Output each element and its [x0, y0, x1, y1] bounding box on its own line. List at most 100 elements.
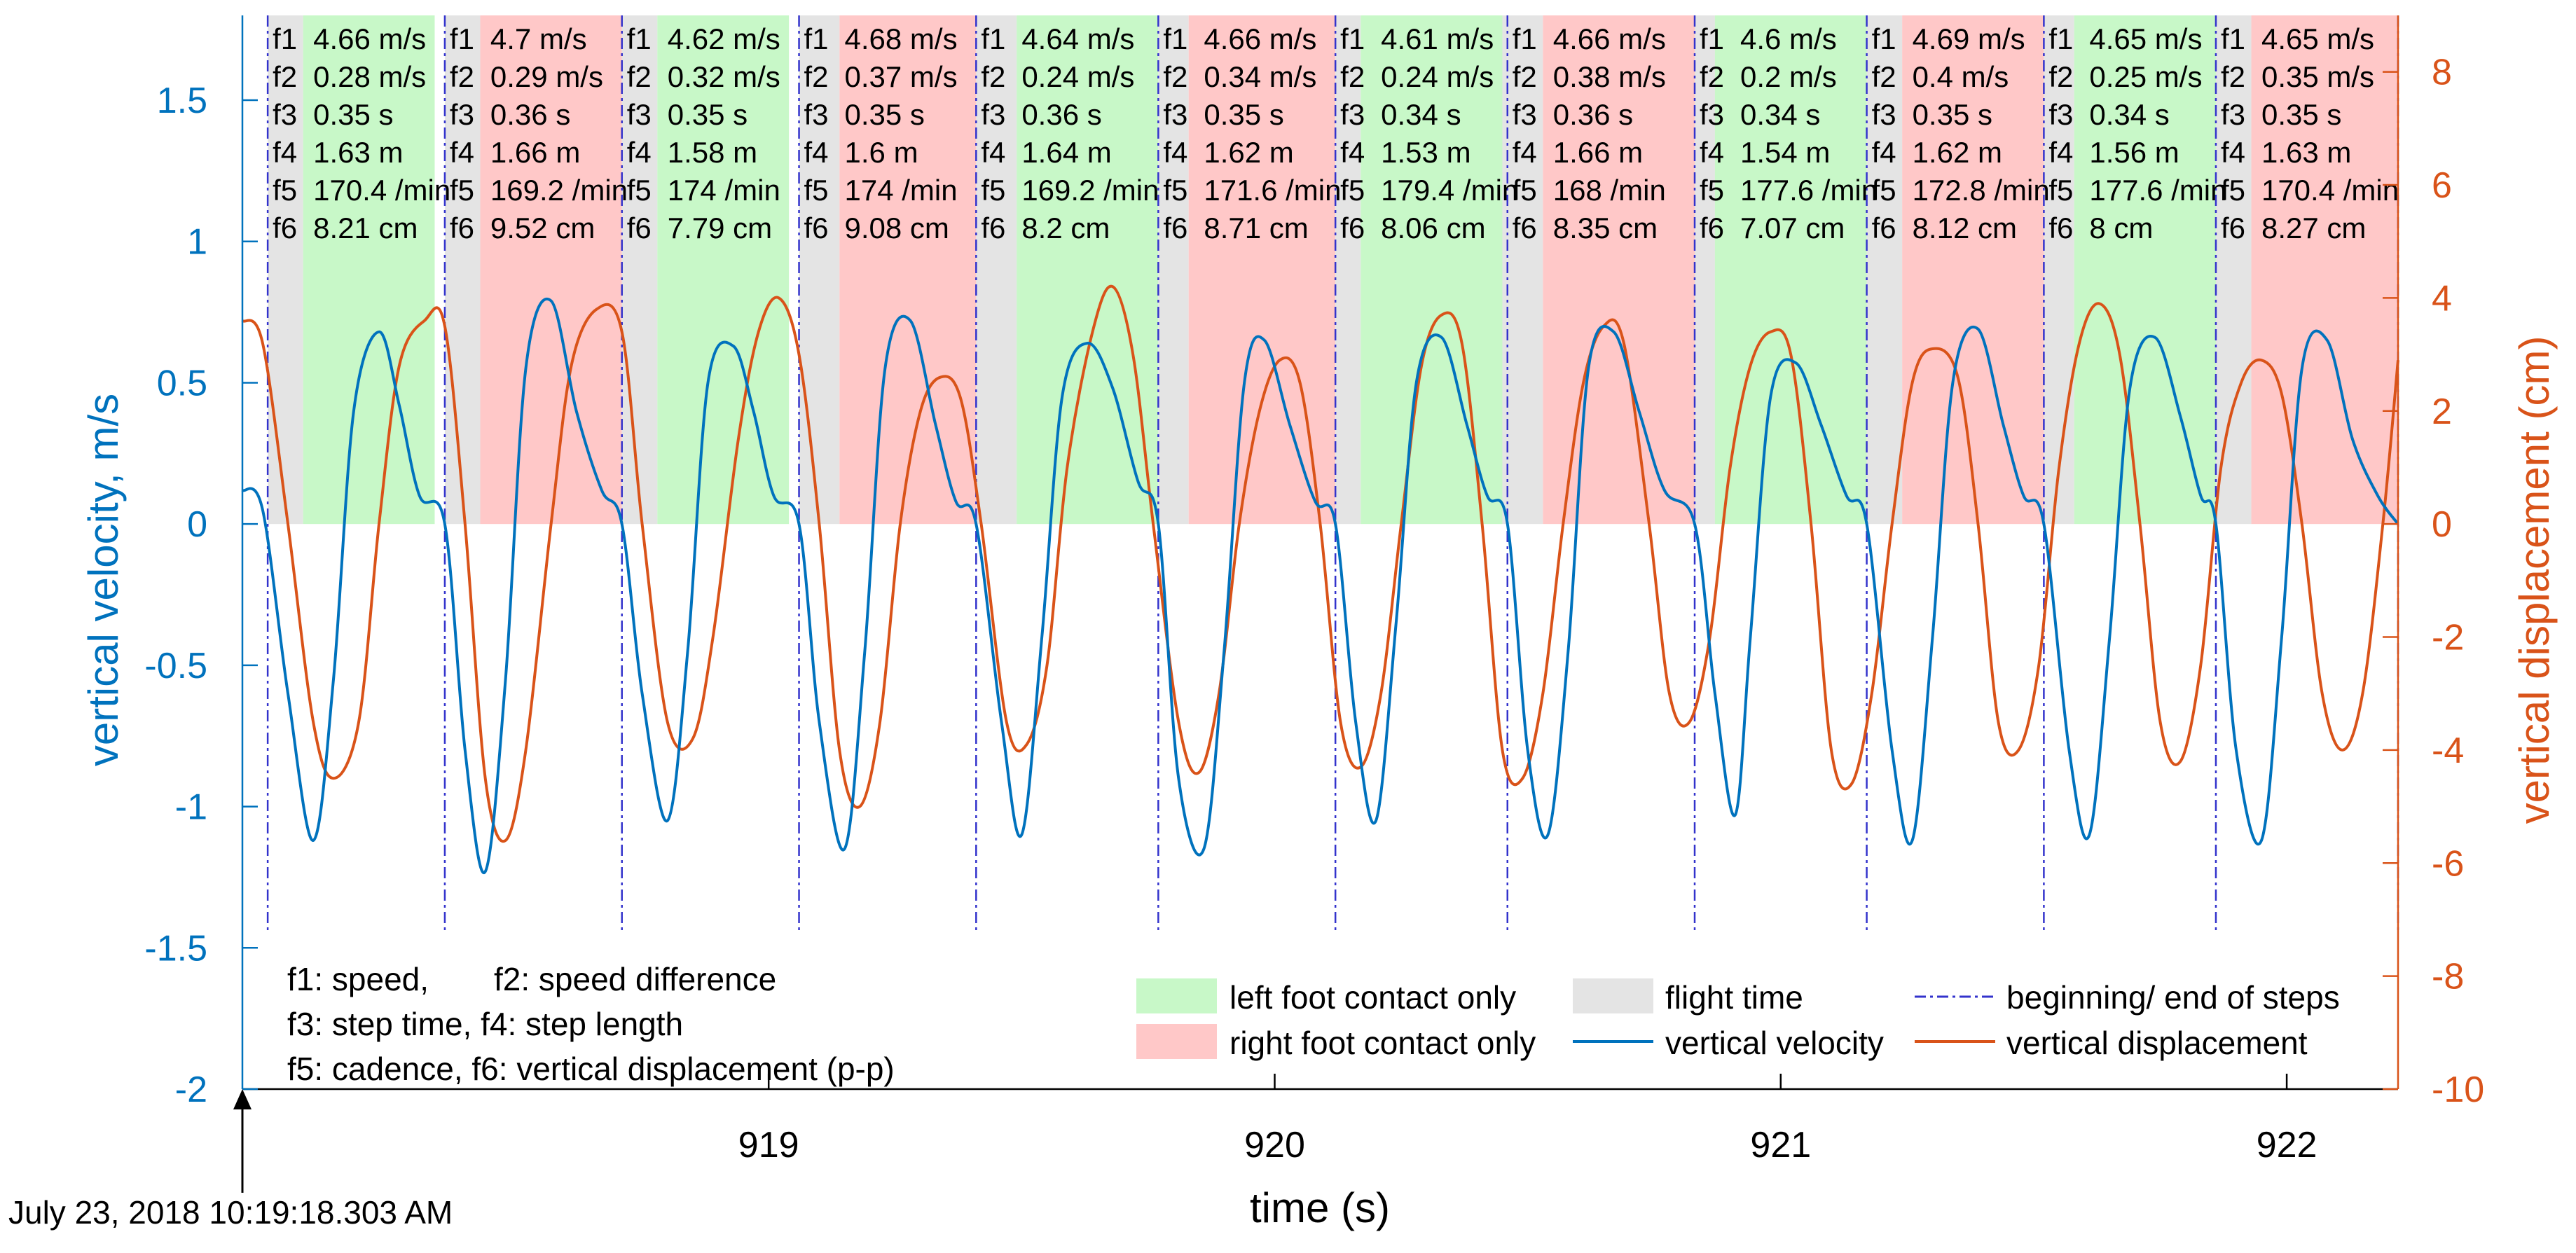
phase-band-right-7 — [839, 15, 977, 525]
phase-band-left-1 — [303, 15, 435, 525]
step-3-label-f1: f1 — [627, 22, 652, 55]
step-4-value-f4: 1.6 m — [845, 136, 918, 169]
phase-band-flight-14 — [1502, 15, 1543, 525]
step-12-label-f3: f3 — [2221, 98, 2245, 131]
legend-swatch-flight — [1573, 978, 1653, 1013]
step-8-label-f6: f6 — [1513, 212, 1537, 244]
step-12-label-f6: f6 — [2221, 212, 2245, 244]
step-7-value-f1: 4.61 m/s — [1381, 22, 1494, 55]
step-10-value-f1: 4.69 m/s — [1913, 22, 2025, 55]
step-7-value-f5: 179.4 /min — [1381, 174, 1518, 207]
y-right-tick-label-5: 0 — [2432, 504, 2452, 545]
note-line-2: f3: step time, f4: step length — [287, 1006, 683, 1042]
step-1-value-f6: 8.21 cm — [313, 212, 418, 244]
y-right-tick-label-2: -6 — [2432, 843, 2464, 884]
phase-band-left-9 — [1017, 15, 1159, 525]
step-1-value-f5: 170.4 /min — [313, 174, 450, 207]
x-tick-label-2: 921 — [1750, 1125, 1811, 1165]
step-1-label-f1: f1 — [273, 22, 297, 55]
step-9-label-f5: f5 — [1700, 174, 1724, 207]
phase-band-flight-18 — [1866, 15, 1903, 525]
step-12-label-f5: f5 — [2221, 174, 2245, 207]
y-left-tick-label-4: 0 — [187, 504, 207, 545]
step-2-value-f6: 9.52 cm — [490, 212, 595, 244]
legend-swatch-right-contact — [1136, 1024, 1217, 1059]
legend-label-velocity: vertical velocity — [1665, 1025, 1884, 1061]
step-7-value-f2: 0.24 m/s — [1381, 60, 1494, 93]
step-1-label-f6: f6 — [273, 212, 297, 244]
step-8-label-f4: f4 — [1513, 136, 1537, 169]
step-1-label-f4: f4 — [273, 136, 297, 169]
y-axis-title-right: vertical displacement (cm) — [2511, 336, 2558, 824]
step-10-value-f2: 0.4 m/s — [1913, 60, 2009, 93]
step-8-label-f5: f5 — [1513, 174, 1537, 207]
step-12-value-f2: 0.35 m/s — [2261, 60, 2374, 93]
phase-band-flight-6 — [799, 15, 840, 525]
step-6-value-f2: 0.34 m/s — [1204, 60, 1316, 93]
x-tick-label-1: 920 — [1244, 1125, 1305, 1165]
note-line-1a: f1: speed, — [287, 961, 429, 997]
step-11-label-f4: f4 — [2048, 136, 2073, 169]
step-7-value-f3: 0.34 s — [1381, 98, 1461, 131]
y-left-tick-label-5: 0.5 — [157, 363, 207, 403]
step-5-label-f2: f2 — [981, 60, 1005, 93]
note-line-3: f5: cadence, f6: vertical displacement (… — [287, 1051, 895, 1087]
step-12-value-f6: 8.27 cm — [2261, 212, 2366, 244]
y-right-tick-label-0: -10 — [2432, 1069, 2484, 1110]
y-left-tick-label-2: -1 — [175, 787, 207, 828]
step-5-value-f1: 4.64 m/s — [1021, 22, 1134, 55]
step-10-value-f3: 0.35 s — [1913, 98, 1992, 131]
step-4-label-f1: f1 — [804, 22, 829, 55]
step-1-label-f2: f2 — [273, 60, 297, 93]
step-2-label-f4: f4 — [450, 136, 474, 169]
step-8-value-f6: 8.35 cm — [1553, 212, 1658, 244]
step-4-label-f4: f4 — [804, 136, 829, 169]
legend-label-flight: flight time — [1665, 979, 1803, 1016]
start-time-arrow-icon — [233, 1089, 252, 1109]
step-1-value-f4: 1.63 m — [313, 136, 403, 169]
y-right-tick-label-6: 2 — [2432, 392, 2452, 432]
vertical-velocity-line — [241, 297, 2399, 875]
step-6-value-f5: 171.6 /min — [1204, 174, 1341, 207]
step-11-value-f3: 0.34 s — [2089, 98, 2169, 131]
step-5-value-f2: 0.24 m/s — [1021, 60, 1134, 93]
step-3-value-f2: 0.32 m/s — [668, 60, 780, 93]
step-6-label-f2: f2 — [1163, 60, 1187, 93]
step-6-label-f3: f3 — [1163, 98, 1187, 131]
step-8-value-f4: 1.66 m — [1553, 136, 1643, 169]
step-6-label-f4: f4 — [1163, 136, 1187, 169]
legend-label-right-contact: right foot contact only — [1230, 1025, 1536, 1061]
phase-band-flight-12 — [1335, 15, 1361, 525]
step-9-label-f2: f2 — [1700, 60, 1724, 93]
x-axis-title: time (s) — [1250, 1184, 1390, 1231]
step-11-label-f1: f1 — [2048, 22, 2073, 55]
phase-band-left-21 — [2074, 15, 2216, 525]
step-8-value-f2: 0.38 m/s — [1553, 60, 1666, 93]
step-8-label-f3: f3 — [1513, 98, 1537, 131]
step-12-value-f4: 1.63 m — [2261, 136, 2351, 169]
phase-band-left-13 — [1361, 15, 1503, 525]
step-6-value-f6: 8.71 cm — [1204, 212, 1308, 244]
step-9-value-f5: 177.6 /min — [1740, 174, 1878, 207]
step-4-value-f1: 4.68 m/s — [845, 22, 958, 55]
step-12-label-f1: f1 — [2221, 22, 2245, 55]
step-12-value-f3: 0.35 s — [2261, 98, 2341, 131]
contact-phase-bands — [268, 15, 2398, 525]
y-right-tick-label-3: -4 — [2432, 731, 2464, 771]
y-left-tick-label-0: -2 — [175, 1069, 207, 1110]
phase-band-left-17 — [1714, 15, 1867, 525]
step-10-label-f4: f4 — [1872, 136, 1896, 169]
legend-label-left-contact: left foot contact only — [1230, 979, 1516, 1016]
y-right-tick-label-8: 6 — [2432, 165, 2452, 206]
step-10-label-f6: f6 — [1872, 212, 1896, 244]
phase-band-flight-20 — [2044, 15, 2074, 525]
step-2-value-f4: 1.66 m — [490, 136, 580, 169]
legend-swatch-left-contact — [1136, 978, 1217, 1013]
step-7-label-f6: f6 — [1340, 212, 1365, 244]
step-5-value-f4: 1.64 m — [1021, 136, 1111, 169]
step-12-label-f4: f4 — [2221, 136, 2245, 169]
step-9-label-f6: f6 — [1700, 212, 1724, 244]
step-10-label-f3: f3 — [1872, 98, 1896, 131]
step-5-label-f4: f4 — [981, 136, 1005, 169]
